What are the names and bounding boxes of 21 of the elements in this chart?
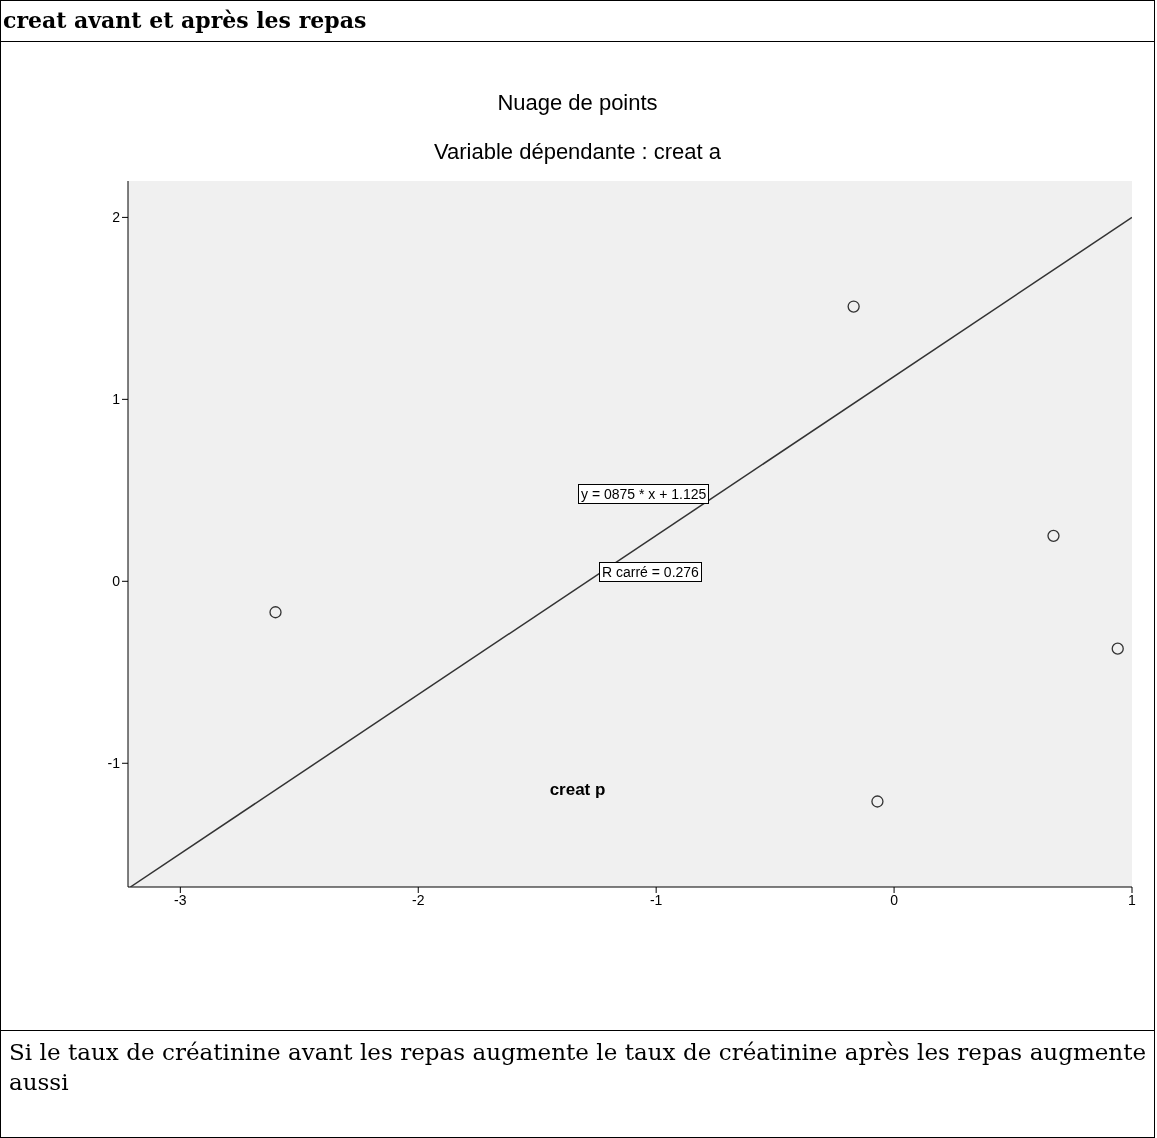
y-tick-label: 0 [112,573,121,590]
point [1047,529,1060,542]
x-axis-title: creat p [548,780,607,800]
annotation: R carré = 0.276 [599,562,702,582]
point [1111,642,1124,655]
point [269,606,282,619]
chart-title: Nuage de points [496,90,659,116]
text: creat avant et après les repas [0,0,1155,42]
x-tick-label: -2 [412,891,425,908]
point [871,795,884,808]
x-tick-label: 0 [890,891,899,908]
y-tick-label: 1 [112,391,121,408]
text: Si le taux de créatinine avant les repas augmente le taux de créatinine après les repas augmente aussi [0,1030,1155,1138]
annotation: y = 0875 * x + 1.125 [578,484,710,504]
point [847,300,860,313]
x-tick-label: 1 [1128,891,1137,908]
y-tick-label: -1 [107,755,121,772]
chart-subtitle: Variable dépendante : creat a [433,139,722,165]
x-tick-label: -3 [174,891,187,908]
x-tick-label: -1 [649,891,663,908]
y-tick-label: 2 [112,209,121,226]
